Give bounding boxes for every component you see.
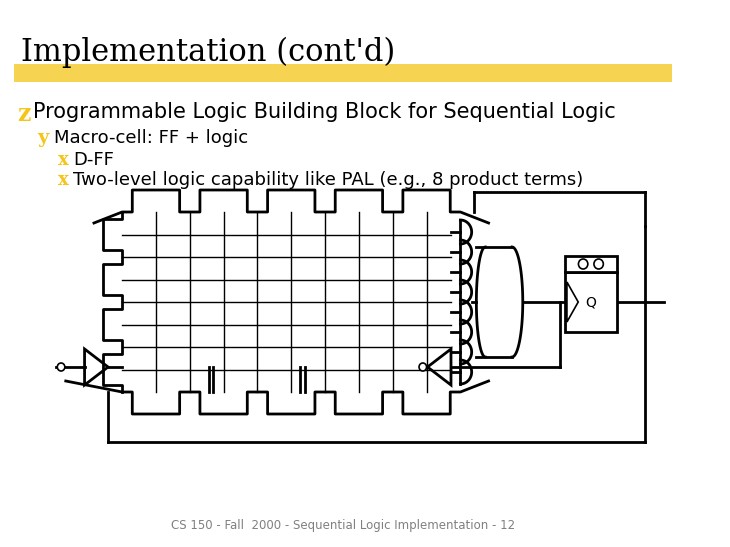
Text: Q: Q <box>585 295 596 309</box>
Circle shape <box>594 259 603 269</box>
Text: Two-level logic capability like PAL (e.g., 8 product terms): Two-level logic capability like PAL (e.g… <box>73 171 583 189</box>
Circle shape <box>58 363 65 371</box>
Text: Programmable Logic Building Block for Sequential Logic: Programmable Logic Building Block for Se… <box>33 102 615 122</box>
Circle shape <box>419 363 426 371</box>
Text: x: x <box>58 171 69 189</box>
Bar <box>565 256 617 272</box>
Text: Implementation (cont'd): Implementation (cont'd) <box>20 37 395 68</box>
Text: y: y <box>37 129 49 147</box>
Text: CS 150 - Fall  2000 - Sequential Logic Implementation - 12: CS 150 - Fall 2000 - Sequential Logic Im… <box>171 519 515 532</box>
Text: z: z <box>17 102 30 126</box>
Bar <box>565 272 617 332</box>
Text: x: x <box>58 151 69 169</box>
Circle shape <box>578 259 588 269</box>
Text: D-FF: D-FF <box>73 151 114 169</box>
Text: Macro-cell: FF + logic: Macro-cell: FF + logic <box>53 129 247 147</box>
FancyBboxPatch shape <box>14 64 672 82</box>
